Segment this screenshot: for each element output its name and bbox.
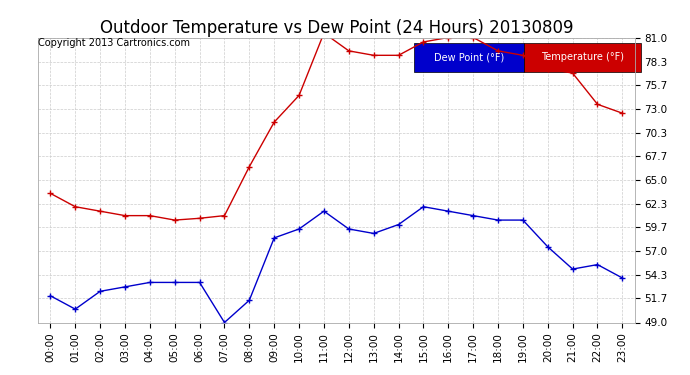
FancyBboxPatch shape xyxy=(524,43,641,72)
FancyBboxPatch shape xyxy=(414,43,524,72)
Text: Temperature (°F): Temperature (°F) xyxy=(541,53,624,63)
Text: Dew Point (°F): Dew Point (°F) xyxy=(434,53,504,63)
Title: Outdoor Temperature vs Dew Point (24 Hours) 20130809: Outdoor Temperature vs Dew Point (24 Hou… xyxy=(99,20,573,38)
Text: Copyright 2013 Cartronics.com: Copyright 2013 Cartronics.com xyxy=(38,38,190,48)
